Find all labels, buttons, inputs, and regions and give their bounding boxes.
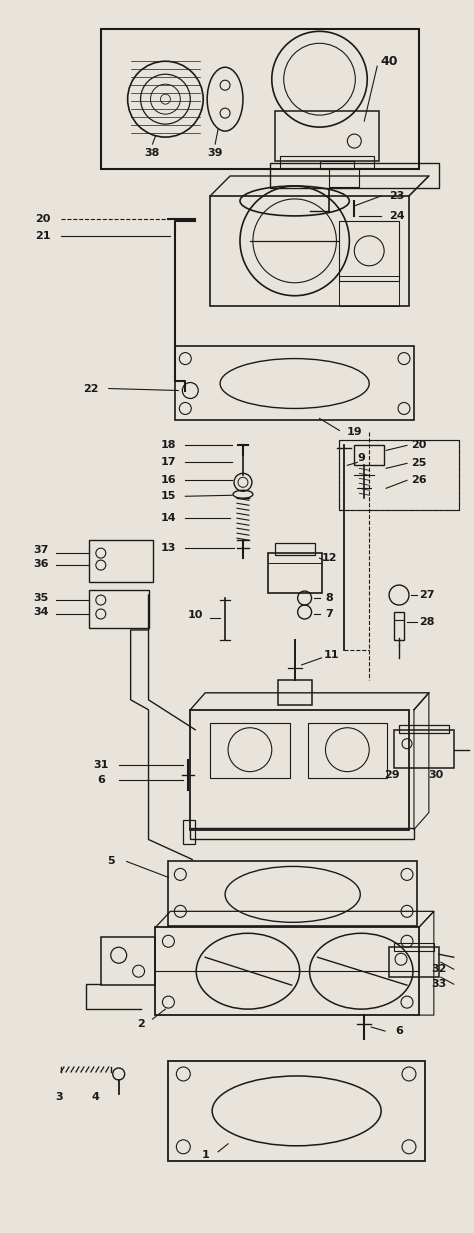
Text: 20: 20 <box>411 440 427 450</box>
Bar <box>155 927 419 1015</box>
Bar <box>168 862 417 926</box>
Bar <box>399 725 449 732</box>
Bar <box>210 196 409 306</box>
Text: 1: 1 <box>201 1150 209 1160</box>
Text: 34: 34 <box>33 607 49 616</box>
Text: 14: 14 <box>161 513 176 523</box>
Text: 12: 12 <box>322 554 337 563</box>
Text: 3: 3 <box>55 1092 63 1102</box>
Text: 21: 21 <box>36 231 51 240</box>
Bar <box>280 157 374 168</box>
Text: 18: 18 <box>161 440 176 450</box>
Text: 7: 7 <box>326 609 333 619</box>
Text: 28: 28 <box>419 616 435 628</box>
Text: 20: 20 <box>36 213 51 224</box>
Bar <box>210 723 290 778</box>
Bar <box>394 612 404 640</box>
Bar <box>101 937 155 985</box>
Bar <box>319 162 354 169</box>
Bar <box>89 591 148 628</box>
Bar <box>275 544 315 555</box>
Bar <box>339 276 399 306</box>
Bar <box>190 827 414 840</box>
Bar <box>329 169 359 187</box>
Bar <box>389 947 439 978</box>
Text: 6: 6 <box>395 1026 403 1036</box>
Text: 15: 15 <box>161 491 176 502</box>
Bar <box>308 723 387 778</box>
Text: 4: 4 <box>92 1092 100 1102</box>
Text: 24: 24 <box>389 211 405 221</box>
Text: 17: 17 <box>161 457 176 467</box>
Text: 40: 40 <box>380 54 398 68</box>
Bar <box>394 730 454 768</box>
Text: 29: 29 <box>384 769 400 779</box>
Bar <box>168 1060 425 1160</box>
Bar <box>270 163 439 187</box>
Text: 13: 13 <box>161 544 176 554</box>
Text: 36: 36 <box>33 559 49 570</box>
Text: 32: 32 <box>431 964 447 974</box>
Text: 25: 25 <box>411 459 427 469</box>
Text: 33: 33 <box>431 979 447 989</box>
Bar <box>354 445 384 465</box>
Text: 11: 11 <box>324 650 339 660</box>
Bar <box>339 221 399 281</box>
Text: 30: 30 <box>428 769 444 779</box>
Text: 26: 26 <box>411 475 427 486</box>
Text: 27: 27 <box>419 591 435 600</box>
Bar <box>190 710 409 830</box>
Bar <box>101 30 419 169</box>
Text: 8: 8 <box>326 593 333 603</box>
Bar <box>394 943 434 951</box>
Text: 19: 19 <box>346 428 362 438</box>
Text: 22: 22 <box>83 383 99 393</box>
Text: 37: 37 <box>34 545 49 555</box>
Text: 5: 5 <box>107 857 115 867</box>
Text: 31: 31 <box>93 760 109 769</box>
Text: 35: 35 <box>34 593 49 603</box>
Bar <box>89 540 154 582</box>
Bar <box>278 679 311 705</box>
Bar <box>183 820 195 845</box>
Bar <box>268 554 322 593</box>
Bar <box>175 345 414 420</box>
Text: 10: 10 <box>188 610 203 620</box>
Text: 23: 23 <box>389 191 405 201</box>
Text: 9: 9 <box>357 454 365 464</box>
Bar <box>275 111 379 162</box>
Text: 38: 38 <box>145 148 160 158</box>
Bar <box>339 440 459 510</box>
Text: 39: 39 <box>208 148 223 158</box>
Text: 6: 6 <box>97 774 105 784</box>
Bar <box>339 440 459 510</box>
Text: 16: 16 <box>161 475 176 486</box>
Text: 2: 2 <box>137 1020 145 1030</box>
